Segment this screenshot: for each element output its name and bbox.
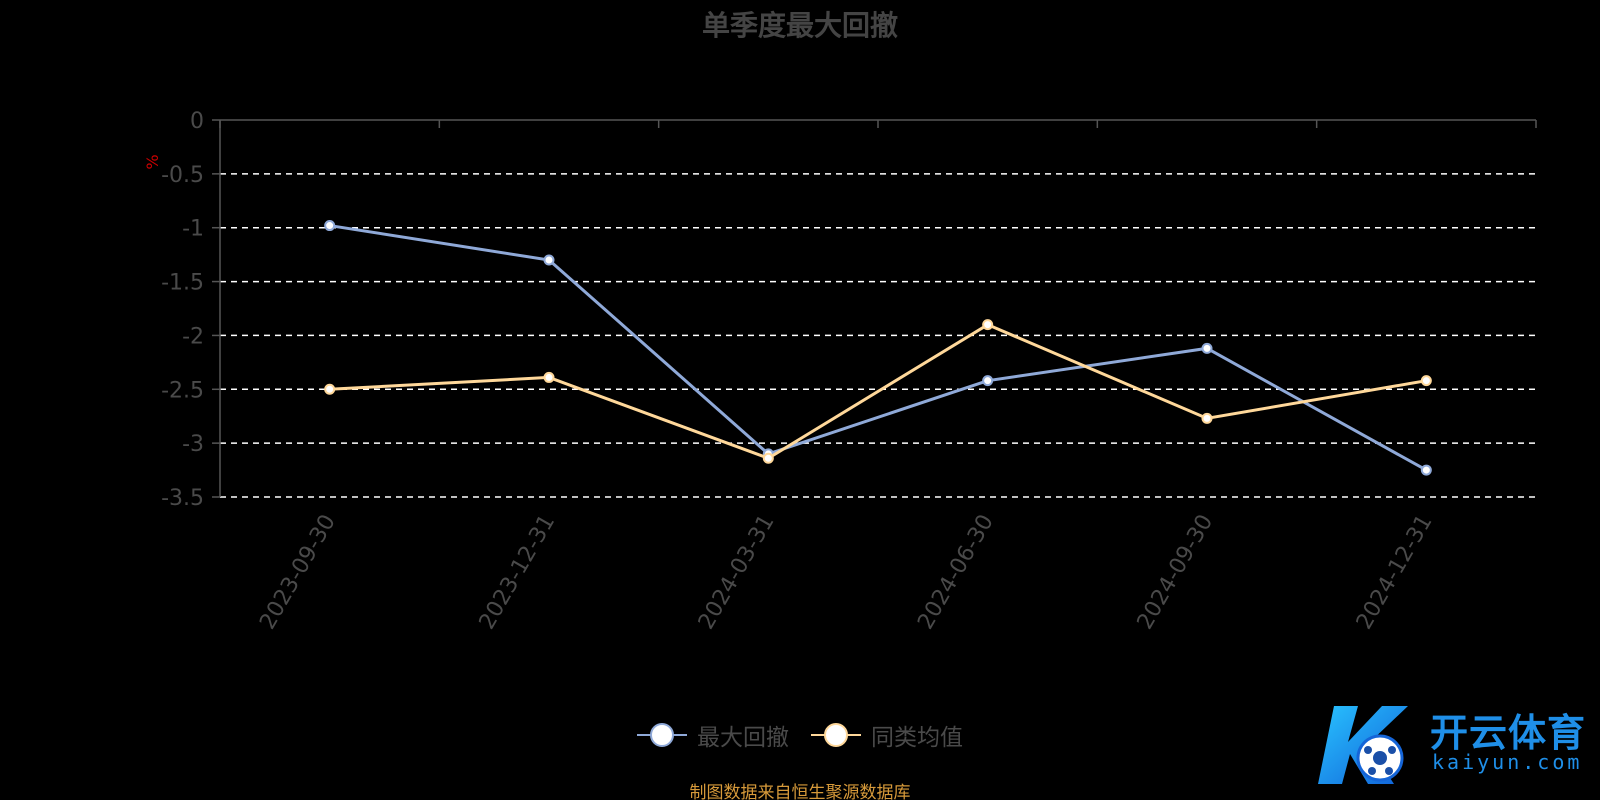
series-line-1 [329, 322, 1427, 460]
y-tick-label: 0 [190, 109, 204, 134]
kaiyun-logo-icon [1318, 706, 1408, 784]
data-point [1201, 412, 1213, 424]
y-tick-label: -1.5 [161, 271, 204, 296]
data-point [324, 383, 336, 395]
x-tick-label: 2024-06-30 [913, 511, 999, 634]
x-tick-label: 2024-03-31 [694, 511, 780, 634]
x-tick-label: 2023-12-31 [475, 511, 561, 634]
series-line-0 [329, 224, 1428, 472]
watermark-logo: 开云体育 kaiyun.com [1312, 698, 1597, 790]
data-point [543, 371, 555, 383]
legend-item-category-average[interactable]: 同类均值 [811, 718, 963, 752]
source-note: 制图数据来自恒生聚源数据库 [689, 783, 911, 800]
y-tick-label: -2.5 [161, 378, 204, 403]
y-tick-label: -3.5 [161, 486, 204, 511]
x-tick-label: 2023-09-30 [255, 511, 341, 634]
data-point [1201, 342, 1213, 354]
legend: 最大回撤 同类均值 [0, 718, 1600, 752]
data-point [982, 319, 994, 331]
data-point [543, 254, 555, 266]
y-tick-label: -2 [182, 324, 204, 349]
x-tick-label: 2024-09-30 [1133, 511, 1219, 634]
data-point [1420, 375, 1432, 387]
line-chart: 0 -0.5 -1 -1.5 -2 -2.5 -3 -3.5% 2023-09-30 2023-1… [143, 109, 1537, 634]
data-point [324, 220, 336, 232]
y-tick-label: -3 [182, 432, 204, 457]
legend-item-max-drawdown[interactable]: 最大回撤 [637, 718, 789, 752]
y-axis-label: % [143, 154, 162, 169]
legend-swatch-max-drawdown [637, 723, 687, 747]
chart-title: 单季度最大回撤 [701, 9, 898, 42]
legend-label-max-drawdown: 最大回撤 [697, 725, 789, 751]
x-tick-label: 2024-12-31 [1352, 511, 1438, 634]
data-point [1420, 464, 1432, 476]
watermark-text: 开云体育 [1430, 711, 1587, 755]
legend-label-category-average: 同类均值 [871, 725, 963, 751]
watermark-subtext: kaiyun.com [1432, 750, 1583, 774]
data-point [982, 375, 994, 387]
legend-swatch-category-average [811, 723, 861, 747]
y-tick-label: -1 [182, 217, 204, 242]
data-point [762, 452, 774, 464]
y-tick-label: -0.5 [161, 163, 204, 188]
